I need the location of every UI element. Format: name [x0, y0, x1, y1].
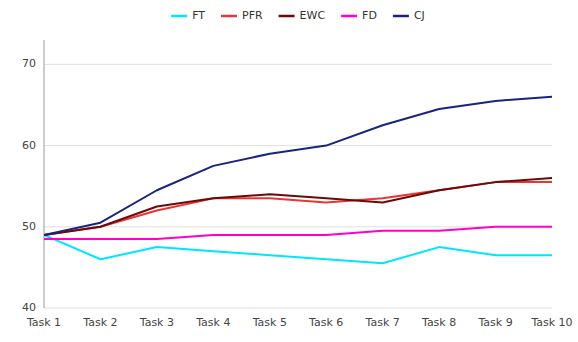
series-line [44, 97, 552, 235]
x-tick-label: Task 7 [365, 316, 400, 329]
legend-swatch [171, 15, 187, 18]
legend-item: CJ [393, 9, 425, 22]
legend-item: EWC [279, 9, 326, 22]
legend-label: FT [192, 9, 205, 22]
x-tick-label: Task 10 [530, 316, 572, 329]
legend: FT PFR EWC FD CJ [171, 9, 425, 22]
x-tick-label: Task 6 [308, 316, 343, 329]
y-tick-label: 50 [22, 220, 36, 233]
x-tick-label: Task 9 [477, 316, 512, 329]
y-tick-label: 40 [22, 301, 36, 314]
legend-item: FT [171, 9, 205, 22]
legend-swatch [393, 15, 409, 18]
x-tick-label: Task 1 [26, 316, 61, 329]
x-tick-label: Task 5 [252, 316, 287, 329]
legend-label: EWC [300, 9, 326, 22]
series-line [44, 182, 552, 235]
x-tick-label: Task 2 [82, 316, 117, 329]
legend-item: FD [341, 9, 377, 22]
y-grid [44, 64, 552, 308]
legend-swatch [279, 15, 295, 18]
grid-line [44, 64, 552, 65]
legend-swatch [221, 15, 237, 18]
legend-label: FD [362, 9, 377, 22]
x-tick-label: Task 8 [421, 316, 456, 329]
series-line [44, 178, 552, 235]
y-tick-label: 70 [22, 57, 36, 70]
legend-label: CJ [414, 9, 425, 22]
y-tick-label: 60 [22, 139, 36, 152]
series-line [44, 227, 552, 239]
lines [44, 97, 552, 263]
legend-swatch [341, 15, 357, 18]
legend-item: PFR [221, 9, 263, 22]
chart: 40 50 60 70 Task 1 Task 2 Task 3 Task 4 Task 5 Ta… [0, 0, 578, 342]
x-tick-label: Task 3 [139, 316, 174, 329]
grid-line [44, 226, 552, 227]
y-axis-line [44, 40, 45, 308]
grid-line [44, 308, 552, 309]
grid-line [44, 145, 552, 146]
x-tick-label: Task 4 [195, 316, 230, 329]
legend-label: PFR [242, 9, 263, 22]
